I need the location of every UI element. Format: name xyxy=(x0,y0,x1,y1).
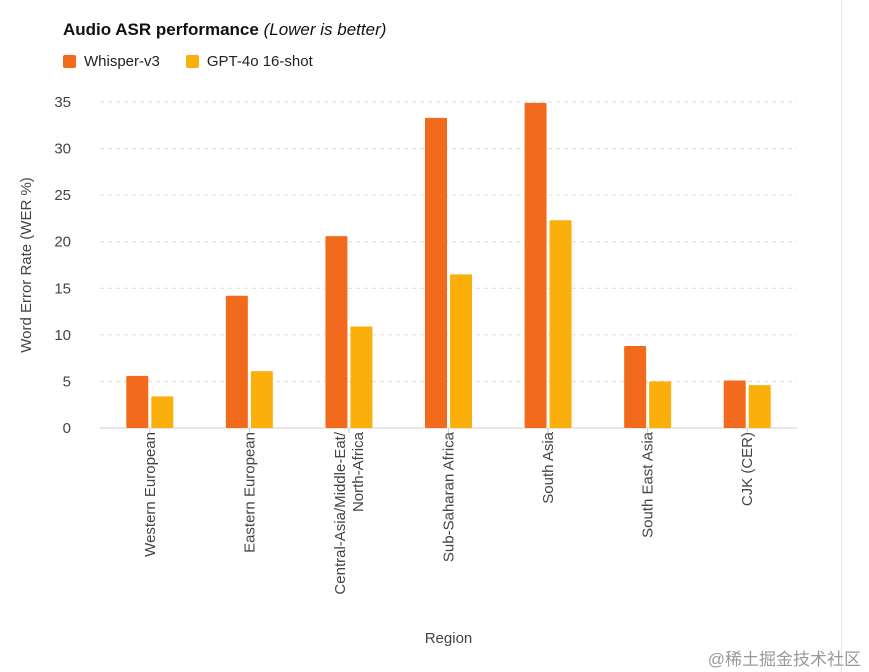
x-tick-label: Central-Asia/Middle-Eat/North-Africa xyxy=(332,431,367,594)
bar-gpt4o-16-shot xyxy=(250,371,273,428)
y-tick-label: 0 xyxy=(63,420,71,437)
legend-item-gpt4o: GPT-4o 16-shot xyxy=(185,53,313,70)
bar-whisper-v3 xyxy=(225,295,248,428)
bar-gpt4o-16-shot xyxy=(151,396,174,428)
y-tick-label: 25 xyxy=(54,187,71,204)
y-axis-title: Word Error Rate (WER %) xyxy=(18,177,35,353)
y-tick-label: 20 xyxy=(54,234,71,251)
x-tick-label: South East Asia xyxy=(640,431,657,538)
legend-item-whisper: Whisper-v3 xyxy=(63,53,160,70)
legend-swatch-whisper xyxy=(63,55,76,68)
x-tick-label-line: Central-Asia/Middle-Eat/ xyxy=(332,431,349,594)
x-tick-label: Sub-Saharan Africa xyxy=(441,431,458,562)
x-tick-label-line: South East Asia xyxy=(640,431,657,538)
x-tick-label: Eastern European xyxy=(241,432,258,553)
legend-swatch-gpt4o xyxy=(185,55,199,68)
bar-gpt4o-16-shot xyxy=(450,274,472,428)
x-tick-label-line: North-Africa xyxy=(350,431,367,512)
x-tick-label: CJK (CER) xyxy=(739,432,756,506)
chart-title: Audio ASR performance xyxy=(63,20,259,39)
bar-gpt4o-16-shot xyxy=(350,326,373,428)
x-tick-label-line: South Asia xyxy=(540,431,557,503)
y-tick-label: 5 xyxy=(63,373,71,390)
bar-gpt4o-16-shot xyxy=(748,385,771,428)
x-tick-label-line: Western European xyxy=(142,432,159,557)
right-divider xyxy=(841,0,842,672)
x-tick-label: Western European xyxy=(142,432,159,557)
y-tick-label: 10 xyxy=(54,327,71,344)
x-axis-title: Region xyxy=(425,630,473,647)
bar-whisper-v3 xyxy=(425,117,447,428)
bar-whisper-v3 xyxy=(524,102,547,428)
x-tick-label-line: Eastern European xyxy=(241,432,258,553)
chart-legend: Whisper-v3 GPT-4o 16-shot xyxy=(63,53,313,70)
bar-whisper-v3 xyxy=(723,380,746,428)
bar-whisper-v3 xyxy=(624,346,647,428)
bar-whisper-v3 xyxy=(126,375,149,428)
bar-whisper-v3 xyxy=(325,236,348,428)
legend-label-gpt4o: GPT-4o 16-shot xyxy=(206,53,313,70)
x-tick-label: South Asia xyxy=(540,431,557,503)
bar-gpt4o-16-shot xyxy=(549,220,572,428)
legend-label-whisper: Whisper-v3 xyxy=(84,53,160,70)
x-tick-label-line: CJK (CER) xyxy=(739,432,756,506)
y-tick-label: 30 xyxy=(54,141,71,158)
watermark: @稀土掘金技术社区 xyxy=(707,650,861,669)
y-tick-label: 15 xyxy=(54,280,71,297)
bar-gpt4o-16-shot xyxy=(649,381,672,428)
chart-subtitle: (Lower is better) xyxy=(263,20,387,39)
x-tick-label-line: Sub-Saharan Africa xyxy=(441,431,458,562)
chart-title-block: Audio ASR performance (Lower is better) xyxy=(63,20,386,40)
y-tick-label: 35 xyxy=(54,94,71,111)
